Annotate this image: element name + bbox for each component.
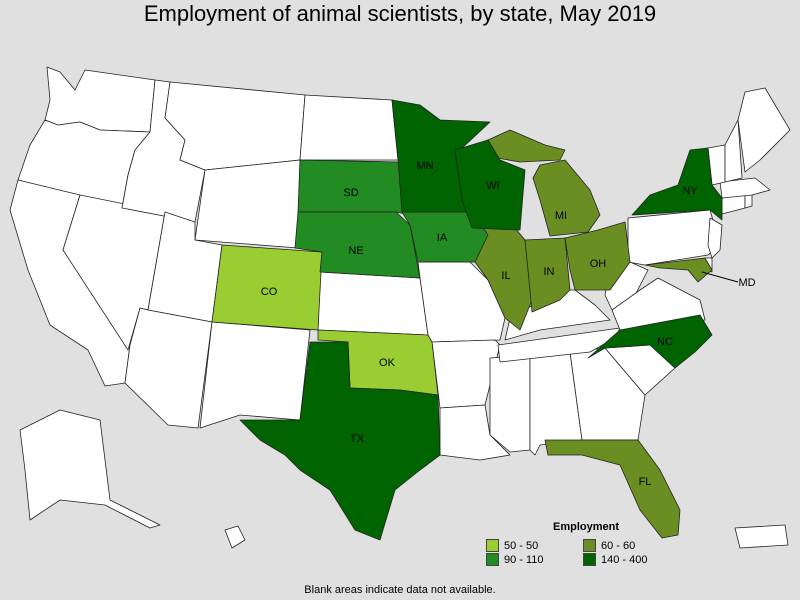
state-tx[interactable] [239, 341, 441, 541]
label-ia: IA [437, 232, 448, 244]
label-md: MD [738, 277, 755, 289]
legend-label: 90 - 110 [504, 553, 544, 566]
state-wa[interactable] [44, 66, 156, 133]
state-ks[interactable] [317, 271, 429, 336]
label-co: CO [261, 286, 278, 298]
label-ne: NE [348, 245, 363, 257]
label-wi: WI [486, 180, 499, 192]
state-nm[interactable] [199, 321, 311, 429]
state-nc[interactable] [587, 314, 713, 369]
state-md[interactable] [644, 257, 713, 283]
state-ny[interactable] [631, 147, 723, 221]
state-wy[interactable] [194, 159, 301, 249]
state-ri[interactable] [744, 194, 753, 209]
legend-label: 60 - 60 [601, 539, 636, 552]
label-mi: MI [555, 210, 567, 222]
state-ms[interactable] [489, 354, 531, 453]
state-fl[interactable] [544, 439, 681, 539]
footnote: Blank areas indicate data not available. [304, 584, 496, 596]
state-me[interactable] [737, 87, 791, 173]
label-tx: TX [350, 433, 365, 445]
legend-label: 140 - 400 [601, 553, 648, 566]
state-az[interactable] [124, 307, 213, 429]
legend-swatch [486, 553, 499, 566]
legend-label: 50 - 50 [504, 539, 539, 552]
legend-title: Employment [552, 521, 619, 533]
label-nc: NC [657, 336, 673, 348]
state-mt[interactable] [164, 81, 306, 171]
legend-swatch [583, 539, 596, 552]
label-fl: FL [639, 476, 652, 488]
map-title: Employment of animal scientists, by stat… [143, 1, 657, 26]
label-ny: NY [682, 185, 698, 197]
label-il: IL [501, 270, 510, 282]
label-in: IN [544, 266, 555, 278]
state-ma[interactable] [719, 177, 771, 199]
legend-item: 50 - 50 [486, 539, 583, 552]
state-ne[interactable] [294, 211, 421, 279]
label-ok: OK [379, 357, 396, 369]
state-oh[interactable] [564, 221, 631, 291]
state-sd[interactable] [297, 159, 406, 215]
legend-item: 90 - 110 [486, 553, 583, 566]
legend-item: 60 - 60 [583, 539, 673, 552]
state-il[interactable] [471, 227, 533, 331]
label-mn: MN [416, 160, 433, 172]
state-ak[interactable] [19, 409, 161, 529]
legend-item: 140 - 400 [583, 553, 673, 566]
legend-swatch [583, 553, 596, 566]
label-oh: OH [590, 258, 607, 270]
state-nh[interactable] [724, 119, 743, 183]
state-wi[interactable] [454, 139, 526, 231]
state-pa[interactable] [627, 209, 721, 266]
state-mo[interactable] [417, 261, 506, 343]
legend: Employment 50 - 50 60 - 60 90 - 110 140 … [486, 521, 666, 566]
label-sd: SD [343, 187, 358, 199]
state-pr[interactable] [734, 524, 789, 549]
state-hi[interactable] [224, 525, 246, 549]
state-nd[interactable] [299, 94, 399, 161]
legend-swatch [486, 539, 499, 552]
state-mi-up[interactable] [487, 129, 566, 163]
state-nj[interactable] [707, 217, 723, 259]
md-leader-line [701, 271, 739, 283]
state-mi[interactable] [532, 159, 601, 237]
